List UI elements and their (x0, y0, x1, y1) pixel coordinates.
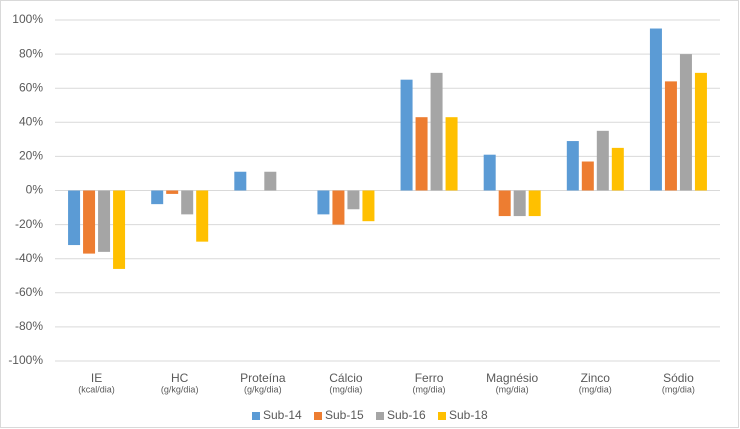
x-tick-unit: (g/kg/dia) (161, 384, 199, 394)
bar (664, 81, 677, 191)
bar (415, 117, 428, 191)
bar (649, 28, 662, 191)
legend-label: Sub-14 (263, 408, 302, 422)
x-tick-label: Sódio (663, 371, 694, 385)
y-tick-label: 100% (12, 12, 43, 26)
bar (264, 171, 277, 191)
legend-swatch (314, 412, 322, 420)
x-tick-unit: (mg/dia) (579, 384, 612, 394)
x-tick-label: Ferro (415, 371, 444, 385)
bar (347, 190, 360, 210)
bar (332, 190, 345, 225)
bar (596, 130, 609, 191)
bar (513, 190, 526, 217)
bar (498, 190, 511, 217)
bar (234, 171, 247, 191)
bar (166, 190, 179, 194)
y-tick-label: -60% (15, 285, 43, 299)
legend-label: Sub-16 (387, 408, 426, 422)
bar (181, 190, 194, 215)
y-tick-label: -80% (15, 319, 43, 333)
bar (113, 190, 126, 269)
x-tick-label: Magnésio (486, 371, 538, 385)
bar (362, 190, 375, 222)
bar (400, 79, 413, 191)
x-tick-unit: (mg/dia) (329, 384, 362, 394)
x-tick-label: IE (91, 371, 102, 385)
bar (445, 117, 458, 191)
bar (694, 72, 707, 191)
bar (566, 141, 579, 191)
legend-swatch (438, 412, 446, 420)
y-tick-label: 20% (19, 149, 43, 163)
x-tick-unit: (mg/dia) (662, 384, 695, 394)
bar (528, 190, 541, 217)
legend-swatch (252, 412, 260, 420)
x-tick-unit: (mg/dia) (496, 384, 529, 394)
bar (679, 54, 692, 191)
x-tick-unit: (kcal/dia) (78, 384, 115, 394)
legend-swatch (376, 412, 384, 420)
bar (611, 147, 624, 191)
bar (581, 161, 594, 191)
y-tick-label: -40% (15, 251, 43, 265)
x-tick-unit: (g/kg/dia) (244, 384, 282, 394)
y-tick-label: 40% (19, 114, 43, 128)
bar (83, 190, 96, 254)
legend-label: Sub-18 (449, 408, 488, 422)
x-tick-label: Zinco (581, 371, 611, 385)
x-tick-label: Cálcio (329, 371, 363, 385)
y-tick-label: -100% (8, 353, 43, 367)
x-tick-unit: (mg/dia) (413, 384, 446, 394)
bar (151, 190, 164, 205)
bar (483, 154, 496, 191)
bar (68, 190, 81, 246)
bar (98, 190, 111, 252)
y-tick-label: 0% (26, 183, 44, 197)
x-tick-label: HC (171, 371, 189, 385)
y-tick-label: 80% (19, 46, 43, 60)
bar (317, 190, 330, 215)
legend-label: Sub-15 (325, 408, 364, 422)
x-tick-label: Proteína (240, 371, 286, 385)
y-tick-label: 60% (19, 80, 43, 94)
bar (430, 72, 443, 191)
y-tick-label: -20% (15, 217, 43, 231)
bar (196, 190, 209, 242)
